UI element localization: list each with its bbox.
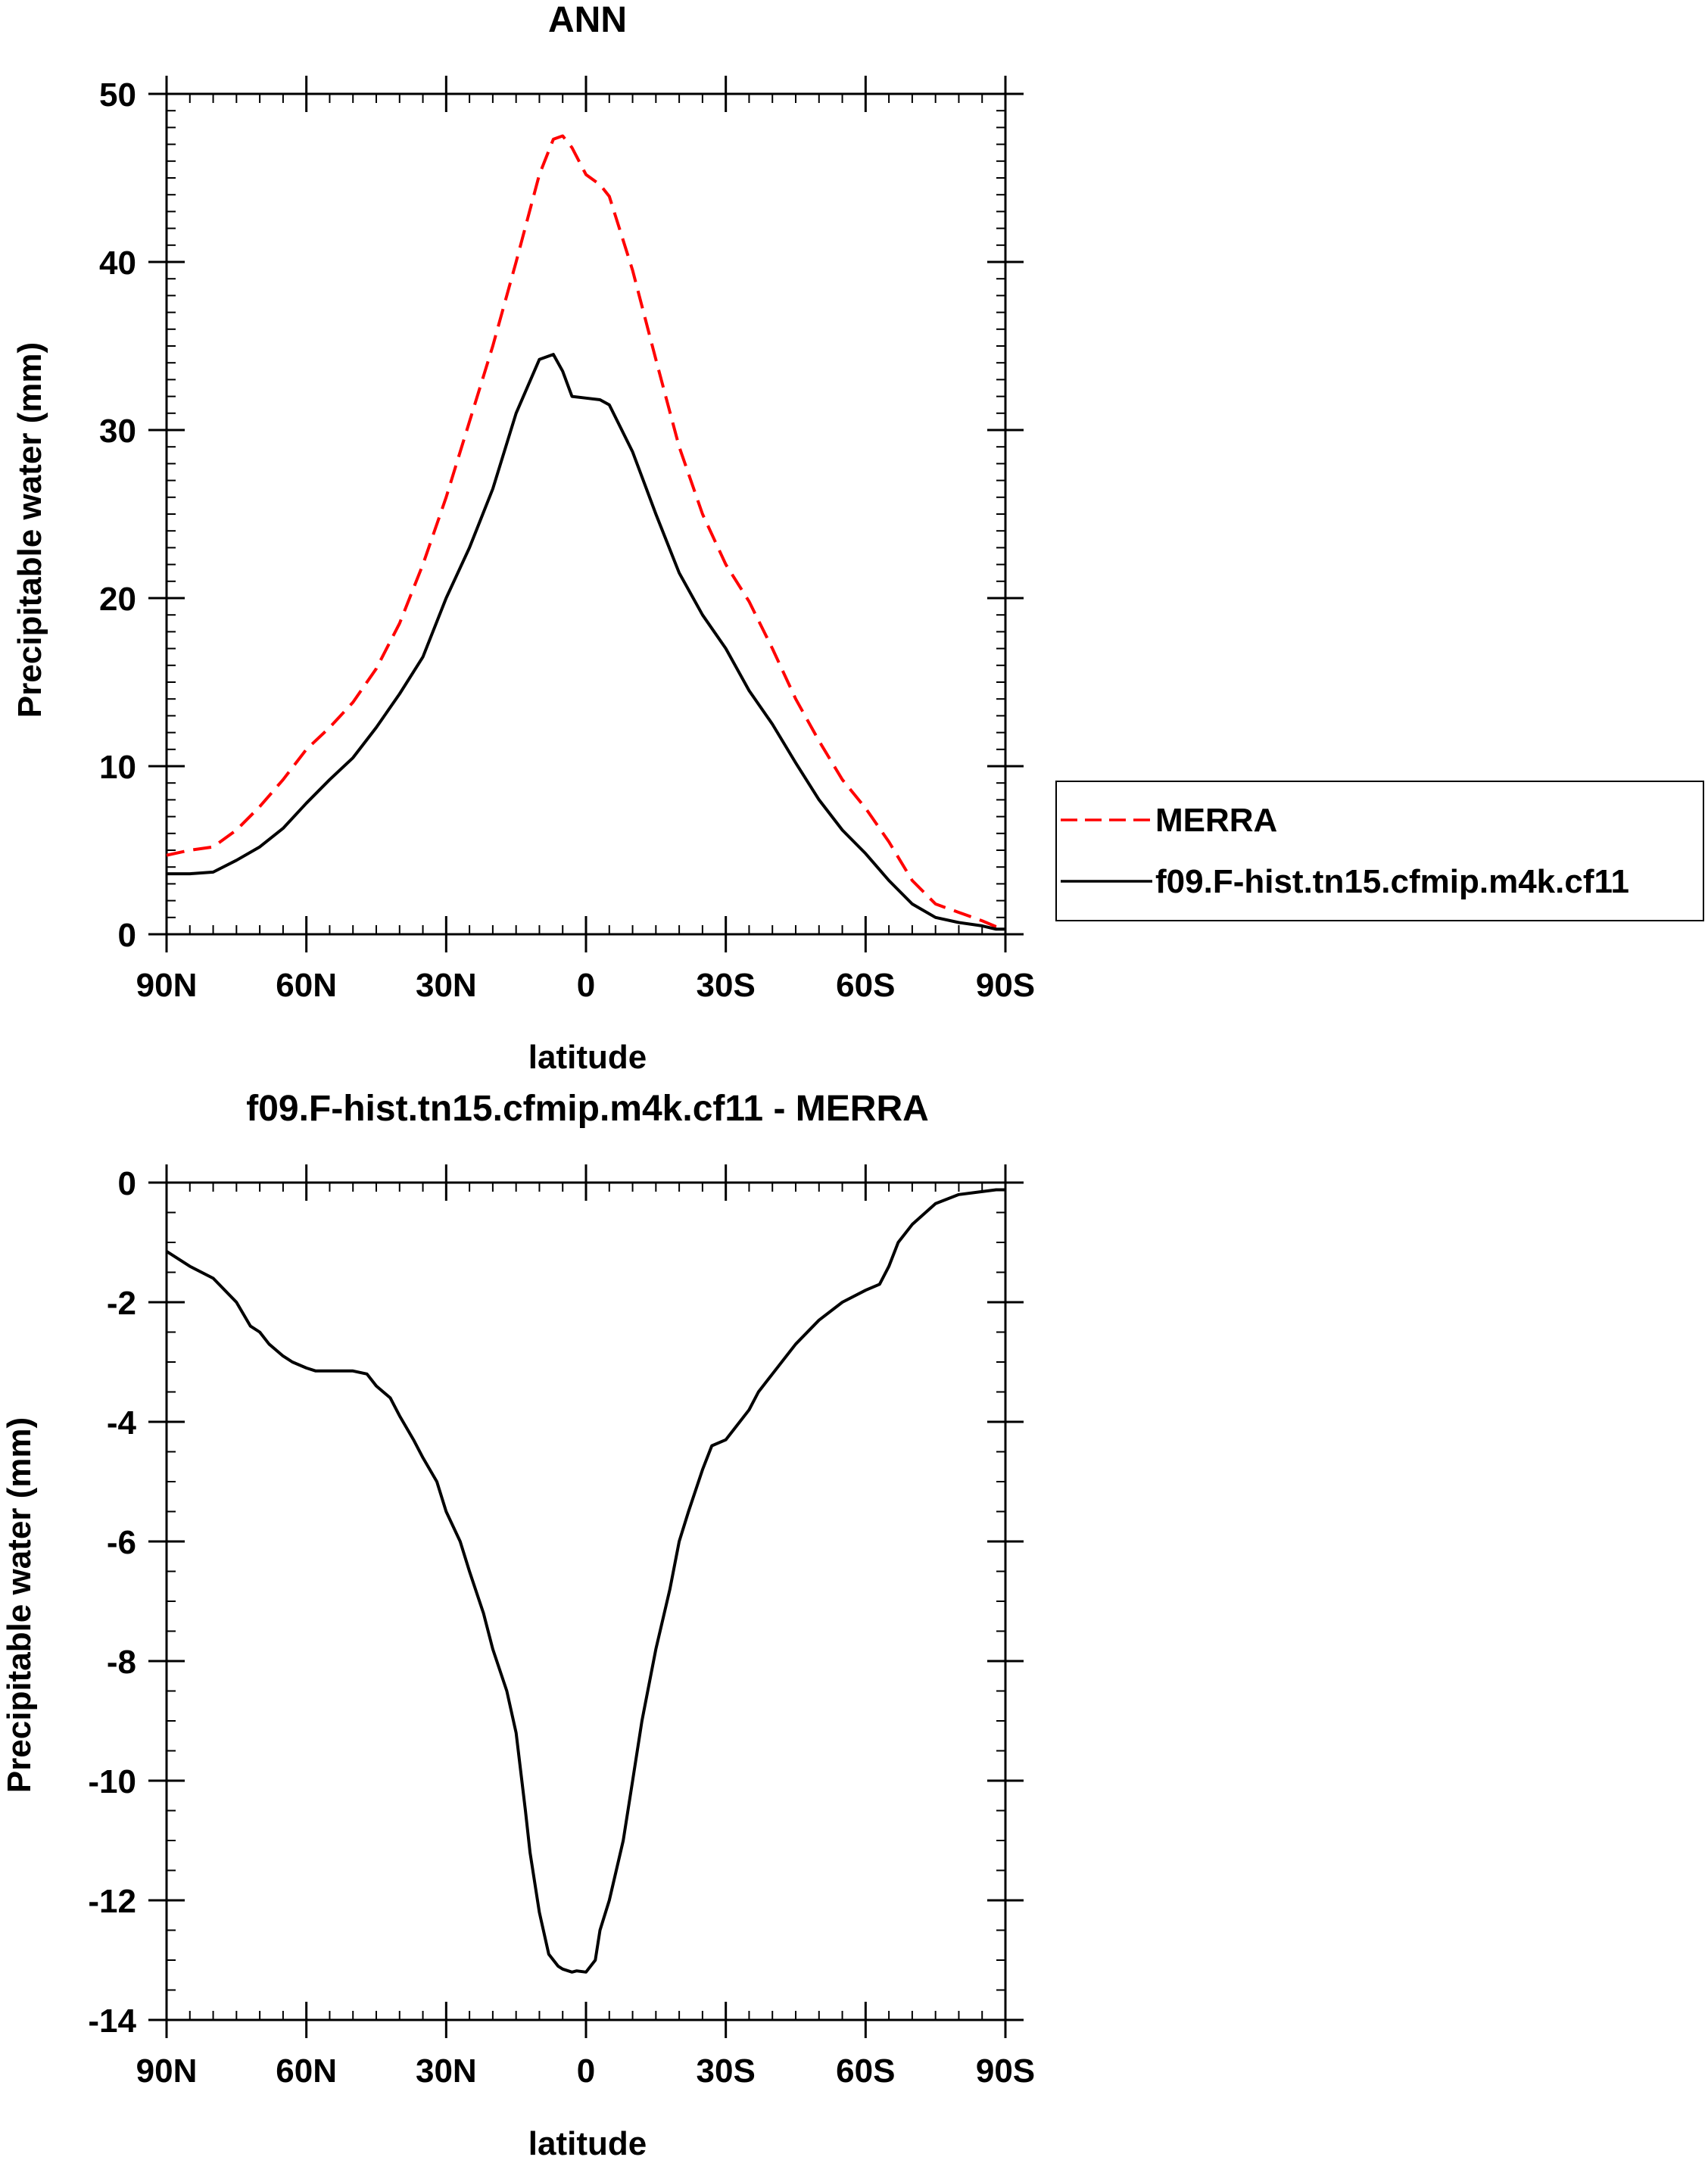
legend: MERRA f09.F-hist.tn15.cfmip.m4k.cf11 bbox=[1055, 781, 1704, 921]
bottom-x-tick-label: 60N bbox=[276, 2052, 337, 2090]
top-plot-frame bbox=[165, 92, 1007, 936]
top-x-tick-label: 60S bbox=[836, 967, 895, 1004]
top-chart-title: ANN bbox=[548, 0, 627, 40]
bottom-y-tick-label: -10 bbox=[88, 1763, 136, 1800]
top-x-tick-label: 60N bbox=[276, 967, 337, 1004]
top-y-tick-label: 10 bbox=[99, 749, 136, 786]
top-x-tick-label: 90S bbox=[976, 967, 1035, 1004]
top-plot-area: 0 10 20 30 40 50 90N 60N 30N 0 30S 60S 90S bbox=[99, 76, 1035, 1004]
legend-entry-model: f09.F-hist.tn15.cfmip.m4k.cf11 bbox=[1155, 863, 1629, 900]
bottom-x-tick-label: 90N bbox=[136, 2052, 198, 2090]
top-x-tick-label: 30N bbox=[416, 967, 477, 1004]
bottom-y-axis-label: Precipitable water (mm) bbox=[1, 1417, 38, 1793]
bottom-y-tick-label: -12 bbox=[88, 1883, 136, 1920]
bottom-x-tick-label: 90S bbox=[976, 2052, 1035, 2090]
top-y-tick-label: 30 bbox=[99, 413, 136, 450]
bottom-y-tick-label: -6 bbox=[107, 1524, 136, 1561]
top-series-model-line bbox=[167, 353, 1005, 931]
top-chart-panel: ANN 0 10 20 30 40 50 90N 60N 30N 0 30S 60S 90S latit… bbox=[11, 0, 1704, 1076]
top-x-tick-label: 90N bbox=[136, 967, 198, 1004]
top-y-tick-label: 0 bbox=[118, 917, 136, 954]
legend-box bbox=[1055, 781, 1704, 921]
bottom-y-tick-label: -14 bbox=[88, 2003, 136, 2040]
legend-entry-merra: MERRA bbox=[1155, 802, 1277, 839]
top-series-merra-line bbox=[166, 134, 1006, 930]
top-y-tick-label: 40 bbox=[99, 245, 136, 282]
top-y-tick-label: 50 bbox=[99, 76, 136, 114]
bottom-y-tick-label: -8 bbox=[107, 1644, 136, 1681]
top-x-tick-label: 30S bbox=[697, 967, 756, 1004]
bottom-y-tick-label: -4 bbox=[107, 1404, 137, 1442]
bottom-chart-panel: f09.F-hist.tn15.cfmip.m4k.cf11 - MERRA 0… bbox=[1, 1089, 1035, 2160]
top-y-axis-label: Precipitable water (mm) bbox=[11, 342, 48, 718]
bottom-y-tick-label: 0 bbox=[118, 1165, 136, 1202]
top-y-tick-label: 20 bbox=[99, 581, 136, 618]
bottom-x-axis-label: latitude bbox=[528, 2125, 647, 2160]
bottom-x-tick-label: 0 bbox=[577, 2052, 595, 2090]
bottom-series-difference-line bbox=[165, 1188, 1005, 1974]
bottom-x-tick-label: 30N bbox=[416, 2052, 477, 2090]
bottom-x-tick-label: 30S bbox=[697, 2052, 756, 2090]
top-x-tick-label: 0 bbox=[577, 967, 595, 1004]
bottom-plot-frame bbox=[165, 1181, 1007, 2021]
top-x-axis-label: latitude bbox=[528, 1039, 647, 1076]
bottom-chart-title: f09.F-hist.tn15.cfmip.m4k.cf11 - MERRA bbox=[246, 1089, 929, 1129]
bottom-x-tick-label: 60S bbox=[836, 2052, 895, 2090]
bottom-y-tick-label: -2 bbox=[107, 1285, 136, 1322]
